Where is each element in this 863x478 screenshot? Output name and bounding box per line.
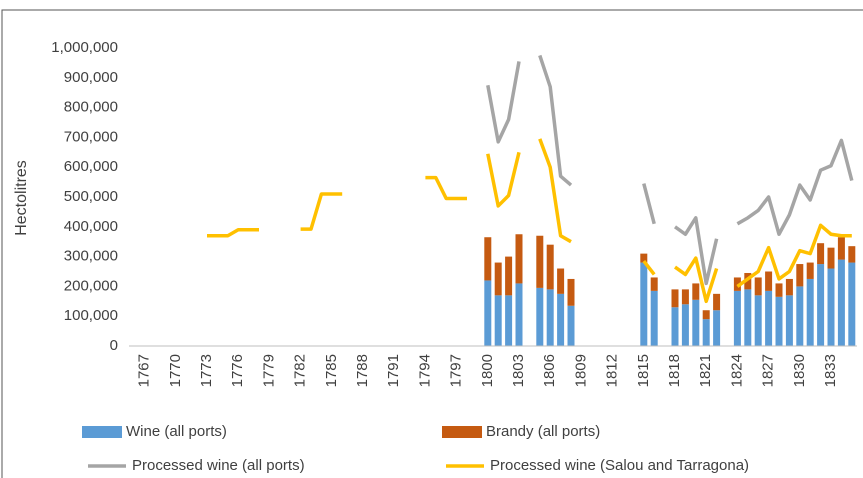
bar	[848, 246, 856, 263]
bar	[702, 310, 710, 320]
bar	[806, 278, 814, 346]
bar	[744, 289, 752, 346]
bar	[557, 268, 565, 294]
y-tick-label: 100,000	[64, 307, 118, 324]
y-tick-label: 1,000,000	[51, 39, 118, 56]
bar	[785, 278, 793, 296]
y-tick-label: 800,000	[64, 99, 118, 116]
bar	[671, 307, 679, 346]
bar	[505, 295, 513, 346]
bar	[640, 253, 648, 263]
bar	[713, 310, 721, 346]
legend-label: Brandy (all ports)	[486, 423, 600, 440]
x-tick-label: 1782	[292, 354, 309, 387]
legend-label: Wine (all ports)	[126, 423, 227, 440]
x-tick-label: 1821	[697, 354, 714, 387]
x-tick-label: 1800	[479, 354, 496, 387]
bar	[733, 277, 741, 291]
line	[207, 138, 852, 304]
bar	[733, 290, 741, 346]
x-tick-label: 1803	[510, 354, 527, 387]
y-axis-label: Hectolitres	[13, 160, 30, 236]
bar	[744, 272, 752, 290]
bar	[515, 234, 523, 284]
chart-frame	[1, 9, 863, 478]
bar	[837, 237, 845, 260]
bar	[692, 283, 700, 300]
x-tick-label: 1827	[760, 354, 777, 387]
bar	[681, 289, 689, 305]
legend-swatch	[82, 426, 122, 438]
bar	[681, 304, 689, 346]
line	[486, 54, 854, 286]
bar	[775, 296, 783, 346]
bar	[484, 280, 492, 346]
x-tick-label: 1779	[260, 354, 277, 387]
bar	[557, 293, 565, 346]
bar	[806, 262, 814, 279]
bar	[650, 290, 658, 346]
x-tick-label: 1818	[666, 354, 683, 387]
x-tick-label: 1833	[822, 354, 839, 387]
bar	[827, 268, 835, 346]
x-tick-label: 1767	[136, 354, 153, 387]
bar	[494, 262, 502, 296]
y-tick-label: 400,000	[64, 218, 118, 235]
bar	[567, 305, 575, 346]
bar	[785, 295, 793, 346]
x-tick-label: 1773	[198, 354, 215, 387]
legend-swatch	[442, 426, 482, 438]
x-tick-label: 1809	[572, 354, 589, 387]
bar	[650, 277, 658, 291]
y-tick-label: 300,000	[64, 248, 118, 265]
x-tick-label: 1830	[791, 354, 808, 387]
y-tick-label: 200,000	[64, 277, 118, 294]
legend-label: Processed wine (Salou and Tarragona)	[490, 457, 749, 474]
y-tick-label: 600,000	[64, 158, 118, 175]
bar	[702, 319, 710, 346]
bar	[796, 264, 804, 287]
bar	[713, 293, 721, 311]
bar	[754, 295, 762, 346]
bar	[671, 289, 679, 308]
bar	[536, 235, 544, 288]
bar	[775, 283, 783, 297]
y-tick-label: 700,000	[64, 128, 118, 145]
bar	[817, 264, 825, 346]
x-tick-label: 1785	[323, 354, 340, 387]
y-tick-label: 900,000	[64, 69, 118, 86]
x-tick-label: 1776	[229, 354, 246, 387]
bar	[817, 243, 825, 265]
bar	[796, 286, 804, 346]
bar	[546, 244, 554, 290]
bar	[546, 289, 554, 346]
legend-label: Processed wine (all ports)	[132, 457, 305, 474]
x-tick-label: 1791	[385, 354, 402, 387]
x-tick-label: 1824	[728, 354, 745, 387]
x-tick-label: 1815	[635, 354, 652, 387]
bar	[837, 259, 845, 346]
x-tick-label: 1788	[354, 354, 371, 387]
y-tick-label: 500,000	[64, 188, 118, 205]
bar	[505, 256, 513, 296]
bar	[765, 290, 773, 346]
x-tick-label: 1770	[167, 354, 184, 387]
bar	[765, 271, 773, 291]
bar	[754, 277, 762, 296]
x-tick-label: 1812	[604, 354, 621, 387]
bar	[827, 247, 835, 269]
bar	[567, 278, 575, 306]
x-tick-label: 1794	[416, 354, 433, 387]
bar	[640, 262, 648, 346]
x-tick-label: 1806	[541, 354, 558, 387]
bar	[484, 237, 492, 281]
bar	[848, 262, 856, 346]
bar	[515, 283, 523, 346]
y-tick-label: 0	[110, 337, 118, 354]
bar	[692, 299, 700, 346]
bar	[494, 295, 502, 346]
bar	[536, 287, 544, 346]
x-tick-label: 1797	[448, 354, 465, 387]
